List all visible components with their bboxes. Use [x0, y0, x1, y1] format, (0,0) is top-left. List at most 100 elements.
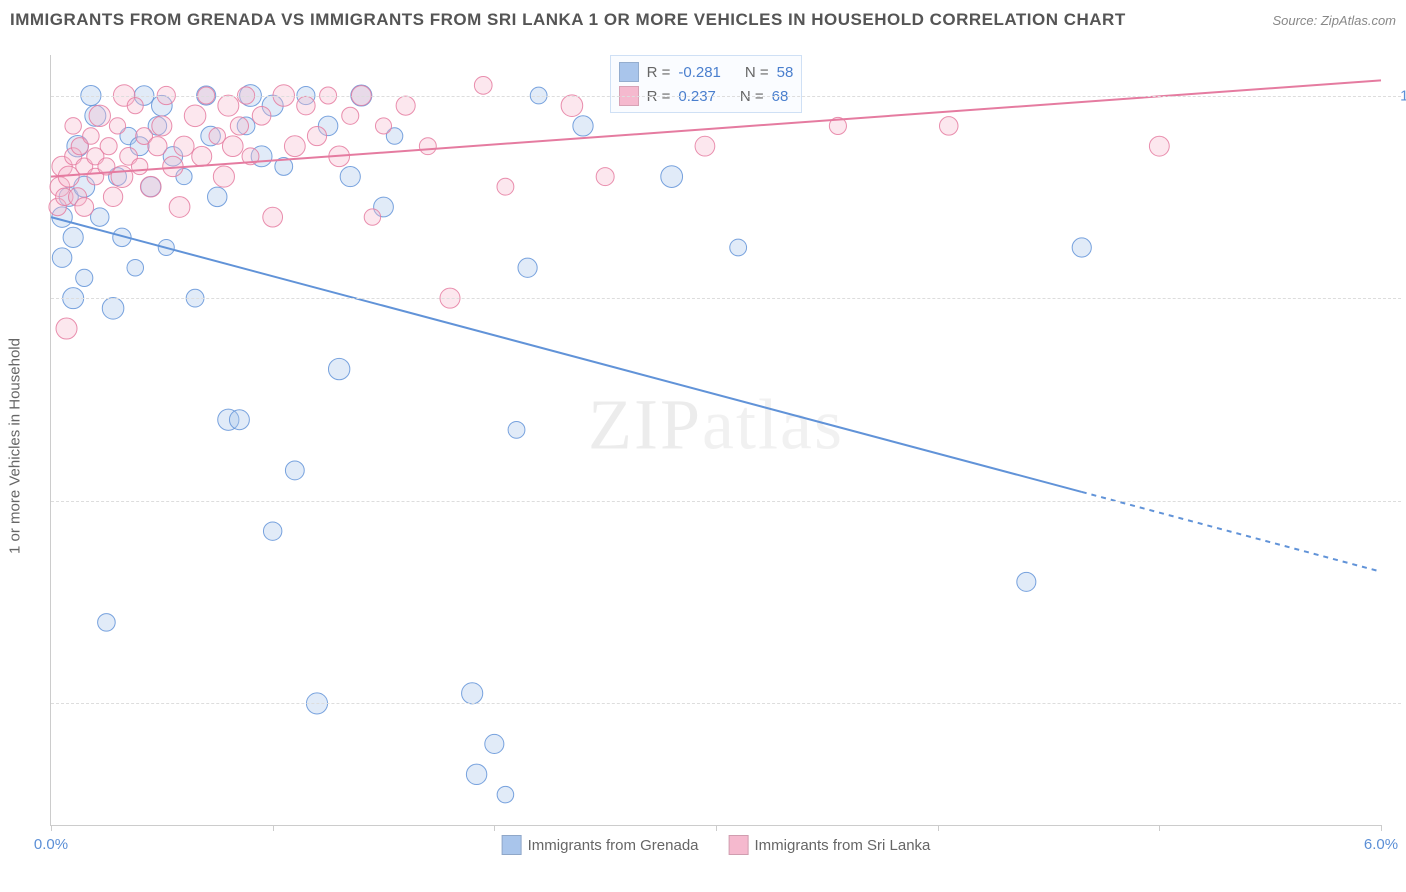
x-tick-label: 6.0%: [1364, 836, 1398, 853]
x-tick: [938, 825, 939, 831]
x-tick-label: 0.0%: [34, 836, 68, 853]
source-text: Source: ZipAtlas.com: [1272, 13, 1396, 28]
data-point-grenada: [497, 786, 514, 803]
gridline-h: [51, 501, 1401, 502]
data-point-grenada: [573, 116, 593, 136]
x-tick: [51, 825, 52, 831]
data-point-srilanka: [561, 95, 583, 117]
gridline-h: [51, 298, 1401, 299]
trend-line-dashed-grenada: [1082, 492, 1381, 572]
data-point-srilanka: [695, 136, 715, 156]
data-point-grenada: [1017, 572, 1036, 591]
data-point-srilanka: [75, 198, 94, 217]
data-point-srilanka: [213, 166, 234, 187]
data-point-grenada: [63, 227, 83, 247]
title-bar: IMMIGRANTS FROM GRENADA VS IMMIGRANTS FR…: [10, 10, 1396, 30]
gridline-h: [51, 96, 1401, 97]
data-point-srilanka: [252, 106, 271, 125]
y-tick-label: 60.0%: [1391, 492, 1406, 509]
legend-label-srilanka: Immigrants from Sri Lanka: [755, 837, 931, 854]
data-point-srilanka: [284, 136, 305, 157]
data-point-grenada: [518, 258, 537, 277]
data-point-srilanka: [218, 95, 239, 116]
scatter-plot: [51, 55, 1381, 825]
data-point-srilanka: [230, 117, 248, 135]
data-point-grenada: [462, 683, 483, 704]
data-point-srilanka: [56, 318, 77, 339]
x-tick: [273, 825, 274, 831]
gridline-h: [51, 703, 1401, 704]
data-point-grenada: [340, 167, 360, 187]
data-point-srilanka: [169, 197, 190, 218]
data-point-srilanka: [396, 96, 415, 115]
legend-item-grenada: Immigrants from Grenada: [502, 835, 699, 855]
legend: Immigrants from Grenada Immigrants from …: [502, 835, 931, 855]
data-point-grenada: [208, 187, 227, 206]
y-axis-title: 1 or more Vehicles in Household: [7, 338, 24, 554]
data-point-grenada: [263, 522, 281, 540]
data-point-srilanka: [184, 105, 206, 127]
data-point-grenada: [52, 248, 72, 268]
plot-area: ZIPatlas R = -0.281 N = 58 R = 0.237 N =…: [50, 55, 1381, 826]
data-point-srilanka: [939, 117, 958, 136]
data-point-srilanka: [375, 118, 391, 134]
data-point-srilanka: [65, 118, 81, 134]
data-point-srilanka: [419, 138, 436, 155]
x-tick: [1381, 825, 1382, 831]
data-point-grenada: [466, 764, 486, 784]
data-point-grenada: [98, 614, 116, 632]
data-point-grenada: [285, 461, 304, 480]
data-point-srilanka: [109, 118, 125, 134]
data-point-grenada: [661, 166, 683, 188]
data-point-srilanka: [222, 136, 243, 157]
data-point-grenada: [102, 297, 124, 319]
stats-n-label: N =: [745, 64, 769, 81]
y-tick-label: 40.0%: [1391, 695, 1406, 712]
data-point-srilanka: [474, 77, 492, 95]
data-point-srilanka: [103, 187, 122, 206]
data-point-srilanka: [263, 207, 283, 227]
data-point-srilanka: [83, 128, 100, 145]
stats-box: R = -0.281 N = 58 R = 0.237 N = 68: [610, 55, 803, 113]
data-point-srilanka: [1149, 136, 1169, 156]
data-point-srilanka: [596, 168, 614, 186]
x-tick: [716, 825, 717, 831]
data-point-grenada: [1072, 238, 1091, 257]
x-tick: [494, 825, 495, 831]
data-point-srilanka: [152, 116, 172, 136]
data-point-srilanka: [140, 176, 161, 197]
data-point-srilanka: [307, 126, 326, 145]
x-tick: [1159, 825, 1160, 831]
data-point-srilanka: [174, 136, 194, 156]
stats-row-grenada: R = -0.281 N = 58: [619, 60, 794, 84]
stats-swatch-grenada: [619, 62, 639, 82]
stats-r-value-grenada: -0.281: [678, 64, 721, 81]
data-point-grenada: [229, 410, 249, 430]
data-point-srilanka: [127, 98, 143, 114]
data-point-srilanka: [89, 105, 110, 126]
legend-label-grenada: Immigrants from Grenada: [528, 837, 699, 854]
data-point-grenada: [328, 358, 349, 379]
data-point-grenada: [730, 239, 747, 256]
chart-title: IMMIGRANTS FROM GRENADA VS IMMIGRANTS FR…: [10, 10, 1126, 30]
data-point-srilanka: [192, 146, 212, 166]
data-point-grenada: [508, 421, 525, 438]
legend-swatch-srilanka: [729, 835, 749, 855]
stats-n-value-grenada: 58: [777, 64, 794, 81]
data-point-srilanka: [342, 107, 359, 124]
data-point-srilanka: [364, 209, 380, 225]
legend-swatch-grenada: [502, 835, 522, 855]
data-point-grenada: [485, 734, 504, 753]
trend-line-grenada: [51, 217, 1082, 492]
y-tick-label: 80.0%: [1391, 290, 1406, 307]
stats-r-label: R =: [647, 64, 671, 81]
data-point-srilanka: [100, 138, 117, 155]
data-point-srilanka: [148, 137, 167, 156]
legend-item-srilanka: Immigrants from Sri Lanka: [729, 835, 931, 855]
data-point-srilanka: [111, 166, 133, 188]
data-point-srilanka: [297, 96, 315, 114]
y-tick-label: 100.0%: [1391, 87, 1406, 104]
data-point-srilanka: [131, 158, 147, 174]
data-point-srilanka: [497, 178, 514, 195]
data-point-grenada: [127, 259, 144, 276]
